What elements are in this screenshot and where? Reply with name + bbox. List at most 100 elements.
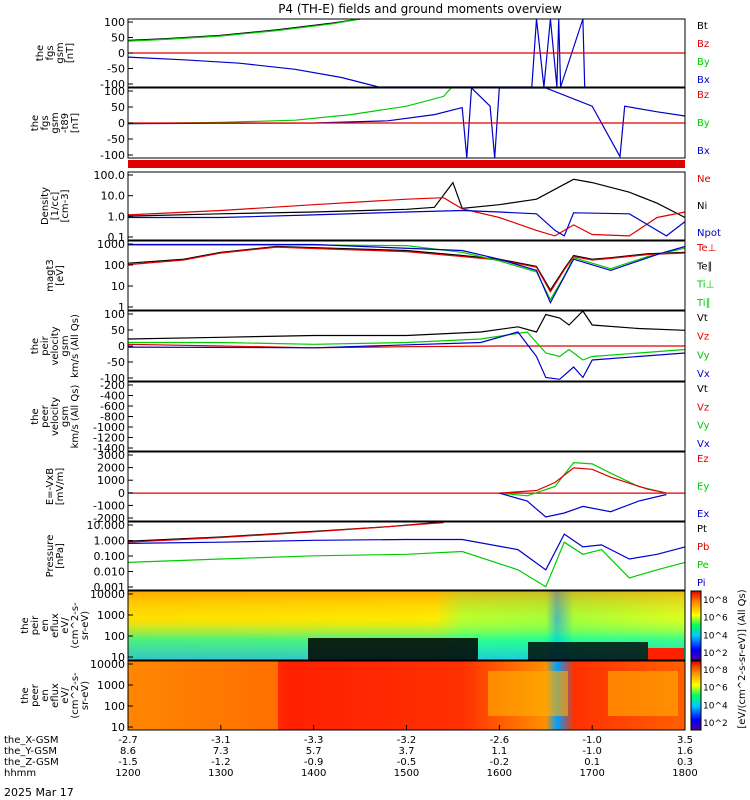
ytick-label: 50 [111, 324, 125, 337]
ylabel-line: eV/ [60, 687, 71, 704]
xaxis-value: 8.6 [120, 746, 136, 757]
xaxis-value: -1.5 [118, 757, 138, 768]
ylabel-line: Density [40, 187, 51, 225]
ytick-label: 100 [104, 259, 125, 272]
ylabel-line: peer [30, 683, 41, 707]
ytick-label: 10.0 [101, 190, 126, 203]
ylabel-line: the [30, 408, 41, 424]
xaxis-value: 3.5 [677, 735, 693, 746]
ytick-label: 100 [104, 630, 125, 643]
ytick-label: -50 [107, 133, 125, 146]
legend-entry: Vx [697, 439, 710, 450]
ylabel-line: peir [30, 615, 41, 635]
ylabel-line: E=-VxB [45, 468, 56, 505]
ytick-label: 10 [111, 651, 125, 664]
panel-electron-eflux: 10^8 10^6 10^4 10^2 [eV/(cm^2-s-sr-eV)] (All… [20, 589, 748, 734]
panel-pressure: 10.000 1.000 0.100 0.010 0.001 Pressure [nPa] P… [45, 519, 709, 594]
colorbar-tick-label: 10^2 [703, 719, 728, 729]
ytick-label: 100 [104, 308, 125, 321]
ytick-label: 10.000 [87, 519, 126, 532]
colorbar-tick-label: 10^2 [703, 649, 728, 659]
ytick-label: 10 [111, 721, 125, 734]
colorbar-tick-label: 10^8 [703, 596, 728, 606]
ylabel-line: [cm-3] [60, 189, 71, 222]
separator-band [128, 160, 685, 168]
ylabel-line: [1/cc] [50, 192, 61, 221]
legend-entry: Vz [697, 332, 709, 343]
ytick-label: 0.100 [94, 550, 126, 563]
xaxis-value: -1.2 [211, 757, 231, 768]
ylabel-line: fgs [45, 45, 56, 60]
series-line-green [127, 541, 686, 588]
xaxis-value: 7.3 [213, 746, 229, 757]
legend-entry: Ez [697, 454, 709, 465]
legend-entry: Ti∥ [696, 298, 711, 309]
ytick-label: -1000 [93, 499, 125, 512]
ytick-label: -100 [100, 372, 125, 385]
legend-entry: Bz [697, 90, 709, 101]
ylabel-line: km/s (All Qs) [70, 385, 81, 449]
ylabel-line: the [35, 45, 46, 61]
xaxis-value: -0.9 [304, 757, 324, 768]
ytick-label: 100 [104, 85, 125, 98]
panel-fgs: 100 50 0 -50 -100 the fgs gsm [nT] Bt Bz By Bx [35, 16, 710, 91]
panel-velocity-peer: -200-400-600-800-1000-1200-1400 the peer ve… [30, 379, 710, 455]
ylabel-line: gsm [60, 335, 71, 356]
colorbar-tick-label: 10^8 [703, 666, 728, 676]
ylabel-line: Pressure [45, 535, 56, 578]
series-line-black [127, 521, 444, 542]
spectrogram-noise [308, 638, 478, 660]
ytick-label: 1000 [97, 679, 125, 692]
ylabel-line: gsm [50, 112, 61, 133]
ytick-label: 0.010 [94, 566, 126, 579]
colorbar-tick-label: 10^4 [703, 631, 728, 641]
legend-entry: Bt [697, 21, 708, 32]
ylabel-line: gsm [60, 406, 71, 427]
legend-entry: Vx [697, 369, 710, 380]
series-line-black [127, 18, 361, 41]
ylabel-line: sr-eV) [80, 681, 91, 710]
legend-entry: Ni [697, 201, 707, 212]
series-line-green [128, 244, 686, 301]
xaxis-value: 1500 [394, 768, 419, 779]
ylabel-line: the [20, 617, 31, 633]
panel-frame [127, 381, 686, 452]
ytick-label: -200 [100, 379, 125, 392]
legend-entry: Te∥ [696, 261, 713, 272]
ytick-label: 0 [118, 47, 125, 60]
ytick-label: -2000 [93, 512, 125, 525]
xaxis-row-label: the_Y-GSM [4, 746, 57, 757]
ylabel-line: the [20, 687, 31, 703]
xaxis-value: -3.2 [397, 735, 417, 746]
ytick-label: -100 [100, 78, 125, 91]
ylabel-line: eflux [50, 683, 61, 708]
series-line-black [127, 178, 686, 219]
legend-entry: Vt [697, 313, 708, 324]
ytick-label: -1200 [93, 432, 125, 445]
legend-entry: Ne [697, 174, 711, 185]
ylabel-line: velocity [50, 326, 61, 365]
ylabel-line: peer [40, 404, 51, 428]
ytick-label: -1400 [93, 442, 125, 455]
panel-temperature: 1000 100 10 1 magt3 [eV] Te⊥ Te∥ Ti⊥ Ti∥ [45, 238, 716, 314]
panel-frame [127, 451, 686, 522]
ytick-label: 1000 [97, 609, 125, 622]
colorbar-tick-label: 10^4 [703, 701, 728, 711]
xaxis-value: 1600 [487, 768, 512, 779]
ytick-label: 1000 [97, 474, 125, 487]
series-line-blue [128, 209, 686, 237]
ylabel-line: gsm [55, 42, 66, 63]
ylabel-line: [nPa] [55, 543, 66, 569]
xaxis-value: 0.3 [677, 757, 693, 768]
ylabel-line: eV/ [60, 617, 71, 634]
colorbar [690, 590, 702, 661]
legend-entry: Pi [697, 578, 706, 589]
ytick-label: 2000 [97, 462, 125, 475]
xaxis-value: -3.3 [304, 735, 324, 746]
ylabel-line: sr-eV) [80, 611, 91, 640]
xaxis-value: 3.7 [399, 746, 415, 757]
xaxis-value: 5.7 [306, 746, 322, 757]
xaxis-value: -2.6 [490, 735, 510, 746]
colorbar-tick-label: 10^6 [703, 614, 728, 624]
